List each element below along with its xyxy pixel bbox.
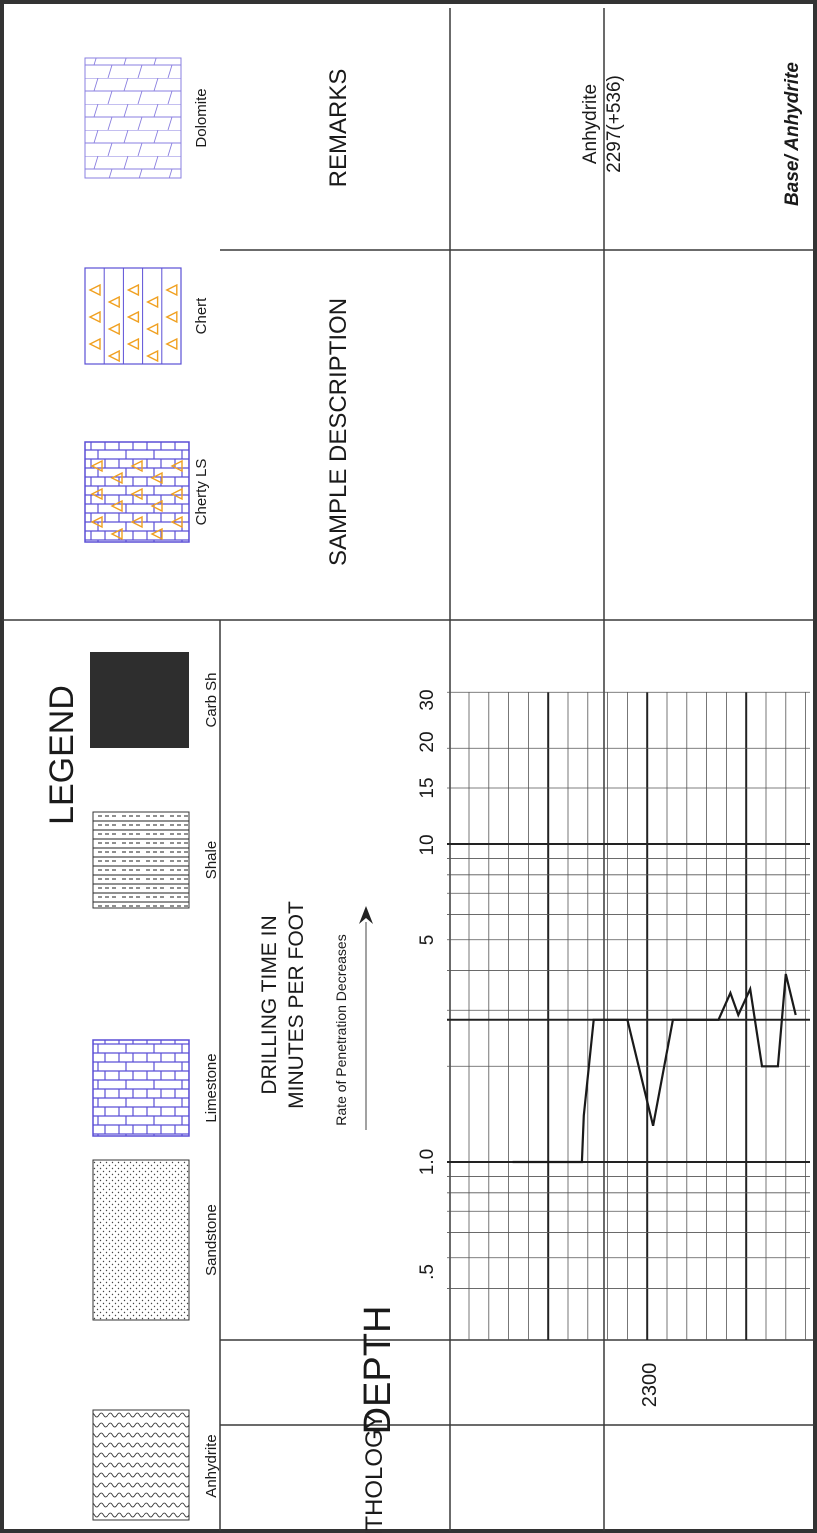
carb-sh-swatch	[90, 652, 189, 748]
chert-triangle	[126, 283, 140, 297]
cherty-ls-triangle	[170, 459, 183, 473]
remarks-anhydrite-top: Anhydrite	[580, 84, 601, 164]
chert-triangle	[146, 322, 159, 336]
scale-label: 30	[417, 689, 438, 710]
chert-triangle	[165, 283, 178, 297]
cherty-ls-chert-marks	[90, 459, 183, 541]
scale-label: 15	[417, 777, 438, 798]
sample-description-heading: SAMPLE DESCRIPTION	[325, 298, 352, 566]
legend-shale: Shale	[92, 811, 220, 909]
cherty-ls-triangle	[150, 499, 163, 513]
cherty-ls-triangle	[170, 487, 183, 501]
legend-dolomite: Dolomite	[84, 57, 210, 179]
cherty-ls-triangle	[150, 527, 163, 541]
rate-of-penetration-note: Rate of Penetration Decreases	[333, 934, 349, 1125]
scale-label: .5	[417, 1264, 438, 1280]
scale-label: 10	[417, 834, 438, 855]
chert-triangle	[88, 310, 101, 324]
legend-sandstone: Sandstone	[92, 1159, 220, 1321]
chert-triangle	[126, 337, 140, 351]
legend-carb-sh-label: Carb Sh	[203, 672, 220, 727]
chert-swatch	[84, 267, 182, 365]
legend-anhydrite: Anhydrite	[92, 1409, 220, 1521]
legend-cherty-ls: Cherty LS	[84, 441, 210, 543]
chert-triangle	[88, 337, 101, 351]
cherty-ls-triangle	[130, 459, 143, 473]
chert-triangle	[165, 310, 178, 324]
scale-label: 1.0	[417, 1149, 438, 1175]
legend-sandstone-label: Sandstone	[203, 1204, 220, 1276]
cherty-ls-triangle	[150, 471, 163, 485]
legend-title: LEGEND	[43, 685, 81, 825]
cherty-ls-triangle	[170, 515, 183, 529]
dolomite-swatch	[84, 57, 182, 179]
cherty-ls-triangle	[90, 459, 103, 473]
drilling-time-heading-line1: DRILLING TIME IN	[258, 915, 281, 1094]
remarks-heading: REMARKS	[325, 69, 352, 188]
drilling-time-heading-line2: MINUTES PER FOOT	[285, 901, 308, 1109]
limestone-swatch	[92, 1039, 190, 1137]
cherty-ls-triangle	[90, 487, 103, 501]
legend-cherty-ls-label: Cherty LS	[193, 459, 210, 526]
cherty-ls-triangle	[130, 487, 143, 501]
drilling-time-scale-labels: .5 1.0 5 10 15 20 30	[417, 689, 438, 1280]
remarks-anhydrite-depth: 2297(+536)	[604, 75, 625, 173]
legend-limestone: Limestone	[92, 1039, 220, 1137]
legend-carb-sh: Carb Sh	[90, 652, 220, 748]
chert-marks	[88, 283, 178, 363]
legend-limestone-label: Limestone	[203, 1053, 220, 1122]
chert-triangle	[107, 322, 120, 336]
chert-triangle	[146, 349, 159, 363]
chert-triangle	[146, 295, 159, 309]
shale-swatch	[92, 811, 190, 909]
cherty-ls-triangle	[110, 471, 123, 485]
scale-label: 5	[417, 935, 438, 946]
cherty-ls-triangle	[110, 527, 123, 541]
cherty-ls-triangle	[110, 499, 123, 513]
chert-triangle	[107, 295, 120, 309]
depth-marker-2300: 2300	[639, 1363, 661, 1408]
legend-anhydrite-label: Anhydrite	[203, 1434, 220, 1497]
remarks-base-anhydrite: Base/ Anhydrite	[782, 62, 803, 206]
sandstone-swatch	[92, 1159, 190, 1321]
drilling-time-grid	[447, 691, 810, 1340]
anhydrite-swatch	[92, 1409, 190, 1521]
rate-arrow	[359, 906, 373, 1130]
chert-triangle	[107, 349, 120, 363]
legend-dolomite-label: Dolomite	[193, 88, 210, 147]
cherty-ls-triangle	[90, 515, 103, 529]
drilling-time-curve	[512, 973, 797, 1164]
cherty-ls-triangle	[130, 515, 143, 529]
legend-chert-label: Chert	[193, 297, 210, 335]
chert-triangle	[88, 283, 101, 297]
depth-heading: DEPTH	[357, 1306, 399, 1435]
chert-swatch-lines	[103, 268, 163, 364]
legend-chert: Chert	[84, 267, 210, 365]
lithology-heading: LITHOLOGY	[361, 1413, 388, 1533]
chert-triangle	[165, 337, 178, 351]
legend-shale-label: Shale	[203, 841, 220, 879]
scale-label: 20	[417, 731, 438, 752]
chert-triangle	[126, 310, 140, 324]
